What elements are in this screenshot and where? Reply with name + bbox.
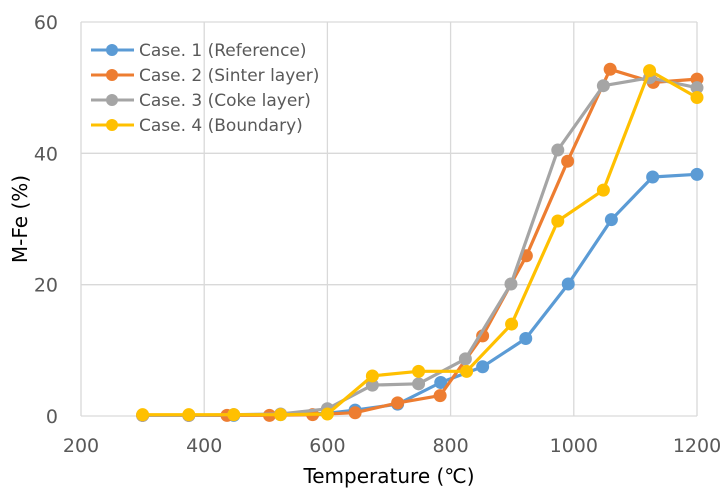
- data-point: [460, 364, 474, 378]
- data-point: [365, 369, 379, 383]
- gridlines: [80, 21, 698, 417]
- x-tick-label: 200: [63, 435, 99, 457]
- data-point: [274, 408, 288, 422]
- data-point: [391, 396, 405, 410]
- legend-label: Case. 4 (Boundary): [139, 116, 303, 136]
- x-tick-label: 800: [432, 435, 468, 457]
- legend-marker-icon: [106, 69, 118, 81]
- data-point: [551, 143, 565, 157]
- data-point: [646, 170, 660, 184]
- data-point: [458, 352, 472, 366]
- data-point: [412, 364, 426, 378]
- data-point: [596, 79, 610, 93]
- data-point: [690, 91, 704, 105]
- x-tick-label: 600: [309, 435, 345, 457]
- data-point: [551, 214, 565, 228]
- x-tick-label: 1000: [550, 435, 598, 457]
- data-point: [643, 64, 657, 78]
- data-point: [505, 317, 519, 331]
- data-point: [365, 378, 379, 392]
- legend-item: Case. 1 (Reference): [91, 41, 307, 61]
- data-point: [434, 376, 448, 390]
- data-point: [136, 408, 150, 422]
- legend-marker-icon: [106, 94, 118, 106]
- data-point: [182, 408, 196, 422]
- legend-label: Case. 2 (Sinter layer): [139, 66, 319, 86]
- legend-item: Case. 3 (Coke layer): [91, 91, 311, 111]
- legend-item: Case. 2 (Sinter layer): [91, 66, 319, 86]
- x-axis-label: Temperature (℃): [302, 464, 474, 488]
- y-axis-label: M-Fe (%): [8, 175, 32, 263]
- data-point: [476, 360, 490, 374]
- data-point: [476, 329, 490, 343]
- data-point: [320, 407, 334, 421]
- x-tick-label: 1200: [673, 435, 721, 457]
- y-tick-labels: 0 20 40 60: [34, 12, 58, 428]
- y-tick-label: 60: [34, 12, 58, 34]
- data-point: [348, 406, 362, 420]
- y-tick-label: 20: [34, 275, 58, 297]
- legend-marker-icon: [106, 119, 118, 131]
- data-point: [690, 167, 704, 181]
- series-4: [136, 64, 704, 422]
- data-point: [561, 154, 575, 168]
- data-point: [596, 183, 610, 197]
- data-point: [504, 277, 518, 291]
- legend: Case. 1 (Reference) Case. 2 (Sinter layer…: [91, 41, 319, 136]
- data-point: [604, 213, 618, 227]
- x-tick-labels: 200 400 600 800 1000 1200: [63, 435, 721, 457]
- data-point: [227, 408, 241, 422]
- x-tick-label: 400: [186, 435, 222, 457]
- series-group: [136, 62, 704, 422]
- legend-label: Case. 1 (Reference): [139, 41, 307, 61]
- y-tick-label: 0: [46, 406, 58, 428]
- y-tick-label: 40: [34, 143, 58, 165]
- data-point: [690, 81, 704, 95]
- data-point: [519, 332, 533, 346]
- data-point: [433, 389, 447, 403]
- legend-item: Case. 4 (Boundary): [91, 116, 303, 136]
- data-point: [561, 277, 575, 291]
- data-point: [603, 62, 617, 76]
- data-point: [412, 377, 426, 391]
- legend-marker-icon: [106, 44, 118, 56]
- legend-label: Case. 3 (Coke layer): [139, 91, 311, 111]
